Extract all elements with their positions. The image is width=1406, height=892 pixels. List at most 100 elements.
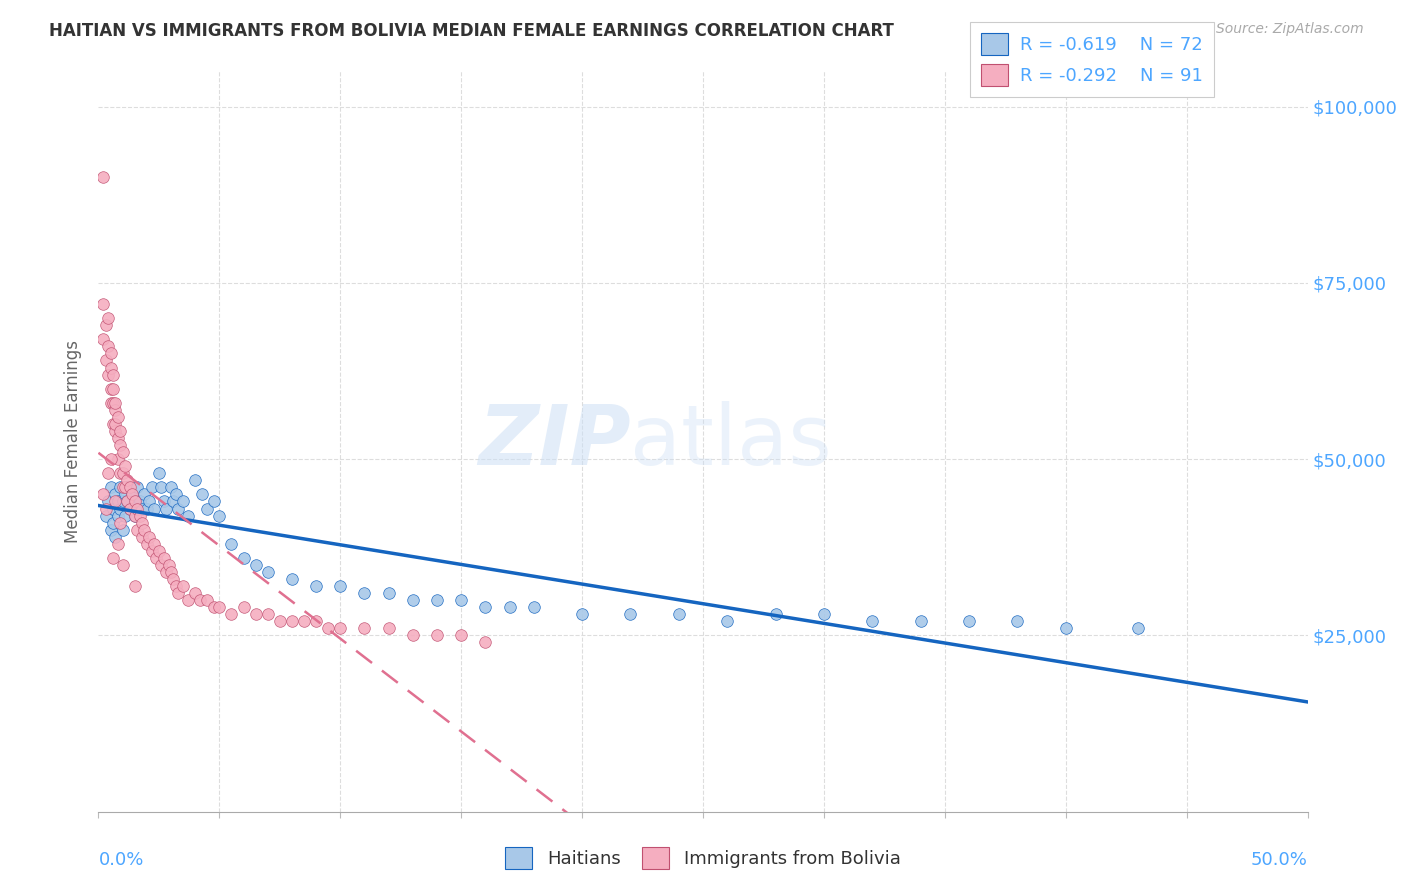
Point	[195, 501, 218, 516]
Point	[117, 494, 139, 508]
Point	[117, 473, 139, 487]
Point	[141, 480, 163, 494]
Point	[281, 615, 304, 629]
Point	[108, 467, 131, 481]
Point	[329, 621, 352, 635]
Point	[426, 628, 449, 642]
Point	[135, 501, 157, 516]
Point	[138, 530, 160, 544]
Point	[145, 550, 167, 565]
Point	[97, 368, 120, 382]
Point	[94, 508, 117, 523]
Point	[91, 487, 114, 501]
Point	[204, 494, 226, 508]
Point	[101, 501, 124, 516]
Point	[91, 170, 114, 185]
Point	[377, 621, 399, 635]
Point	[167, 586, 190, 600]
Point	[100, 360, 122, 375]
Point	[910, 615, 932, 629]
Point	[143, 501, 166, 516]
Point	[245, 607, 267, 622]
Point	[245, 558, 267, 572]
Point	[150, 558, 173, 572]
Point	[148, 544, 170, 558]
Legend: Haitians, Immigrants from Bolivia: Haitians, Immigrants from Bolivia	[498, 839, 908, 876]
Point	[134, 487, 156, 501]
Point	[155, 565, 177, 579]
Point	[97, 494, 120, 508]
Point	[100, 523, 122, 537]
Point	[474, 635, 496, 649]
Point	[305, 579, 328, 593]
Point	[111, 523, 134, 537]
Point	[94, 501, 117, 516]
Point	[1054, 621, 1077, 635]
Point	[101, 396, 124, 410]
Point	[1128, 621, 1150, 635]
Text: 50.0%: 50.0%	[1251, 851, 1308, 869]
Point	[91, 332, 114, 346]
Point	[177, 593, 200, 607]
Point	[104, 530, 127, 544]
Point	[221, 537, 243, 551]
Point	[118, 480, 141, 494]
Point	[204, 600, 226, 615]
Point	[97, 311, 120, 326]
Point	[101, 382, 124, 396]
Point	[208, 600, 231, 615]
Point	[127, 501, 149, 516]
Point	[143, 537, 166, 551]
Point	[195, 593, 218, 607]
Point	[97, 467, 120, 481]
Point	[114, 508, 136, 523]
Point	[157, 558, 180, 572]
Point	[108, 501, 131, 516]
Point	[162, 572, 184, 586]
Point	[97, 339, 120, 353]
Point	[111, 480, 134, 494]
Text: HAITIAN VS IMMIGRANTS FROM BOLIVIA MEDIAN FEMALE EARNINGS CORRELATION CHART: HAITIAN VS IMMIGRANTS FROM BOLIVIA MEDIA…	[49, 22, 894, 40]
Point	[131, 530, 153, 544]
Point	[450, 593, 472, 607]
Point	[152, 550, 174, 565]
Point	[124, 579, 146, 593]
Point	[107, 537, 129, 551]
Point	[117, 480, 139, 494]
Point	[107, 409, 129, 424]
Point	[668, 607, 690, 622]
Point	[135, 537, 157, 551]
Point	[91, 297, 114, 311]
Point	[121, 487, 143, 501]
Point	[402, 593, 425, 607]
Point	[108, 516, 131, 530]
Point	[114, 459, 136, 474]
Text: 0.0%: 0.0%	[98, 851, 143, 869]
Point	[165, 487, 187, 501]
Point	[177, 508, 200, 523]
Point	[111, 558, 134, 572]
Point	[232, 600, 254, 615]
Point	[860, 615, 883, 629]
Y-axis label: Median Female Earnings: Median Female Earnings	[65, 340, 83, 543]
Point	[111, 467, 134, 481]
Point	[162, 494, 184, 508]
Point	[256, 565, 278, 579]
Point	[118, 501, 141, 516]
Point	[523, 600, 546, 615]
Point	[131, 516, 153, 530]
Point	[571, 607, 593, 622]
Point	[104, 402, 127, 417]
Point	[172, 579, 194, 593]
Point	[104, 424, 127, 438]
Point	[107, 494, 129, 508]
Point	[100, 382, 122, 396]
Point	[124, 508, 146, 523]
Point	[117, 494, 139, 508]
Point	[172, 494, 194, 508]
Point	[104, 494, 127, 508]
Point	[619, 607, 641, 622]
Point	[426, 593, 449, 607]
Point	[100, 396, 122, 410]
Point	[118, 501, 141, 516]
